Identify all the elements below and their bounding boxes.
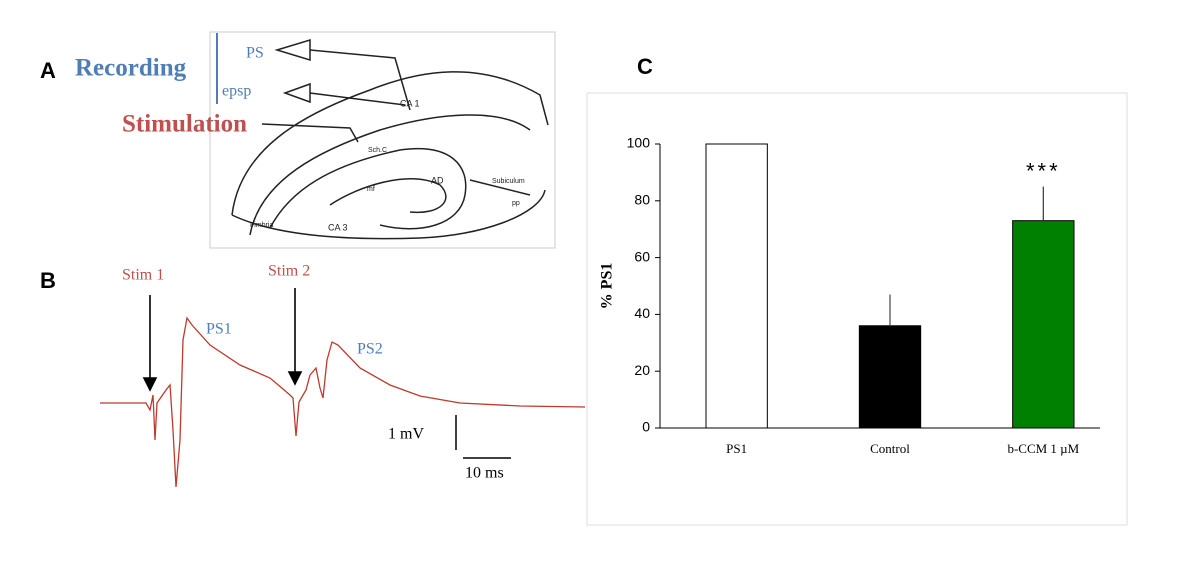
panel-label: B [40, 268, 56, 293]
y-tick-label: 80 [634, 192, 650, 208]
y-tick-label: 20 [634, 362, 650, 378]
region-label: pp [512, 200, 520, 207]
panel-a: Recording Stimulation PS epsp CA 1 CA 3 … [75, 31, 556, 249]
scale-label: 10 ms [465, 465, 504, 482]
region-label: mf [367, 186, 375, 193]
annotation: *** [1026, 158, 1061, 183]
scale-label: 1 mV [388, 426, 424, 443]
y-tick-label: 60 [634, 248, 650, 264]
stim-arrows [142, 288, 303, 392]
trace [100, 316, 586, 488]
region-label: Fimbria [250, 222, 273, 229]
epsp-label: epsp [222, 83, 251, 100]
bar-chart: 0 20 40 60 80 100 PS1 Control b-CCM 1 µM *** [627, 135, 1100, 456]
region-label: CA 3 [328, 222, 348, 232]
ps-label: PS [246, 45, 264, 62]
stimulation-label: Stimulation [122, 111, 247, 138]
bar [1012, 220, 1075, 429]
hippocampus [231, 38, 549, 240]
region-label: CA 1 [400, 98, 420, 108]
recording-label: Recording [75, 55, 187, 82]
y-tick-label: 0 [642, 419, 650, 435]
region-label: Subiculum [492, 178, 525, 185]
bar [705, 143, 768, 429]
y-axis-label: % PS1 [599, 263, 616, 310]
ps-label: PS1 [206, 321, 232, 338]
panel-label: A [40, 58, 56, 83]
panel-b: Stim 1 Stim 2 PS1 PS2 1 mV 10 ms [100, 263, 586, 488]
y-tick-label: 100 [627, 135, 651, 151]
stim-label: Stim 1 [122, 267, 164, 284]
stim-label: Stim 2 [268, 263, 310, 280]
y-tick-label: 40 [634, 305, 650, 321]
panel-label: C [637, 54, 653, 79]
x-tick-label: Control [870, 441, 910, 456]
x-tick-label: PS1 [726, 441, 747, 456]
drawing-frame [209, 31, 556, 249]
region-label: AD [431, 175, 444, 185]
bar [858, 325, 922, 429]
ps-label: PS2 [357, 341, 383, 358]
x-tick-label: b-CCM 1 µM [1007, 441, 1079, 456]
region-label: Sch.C [368, 147, 387, 154]
